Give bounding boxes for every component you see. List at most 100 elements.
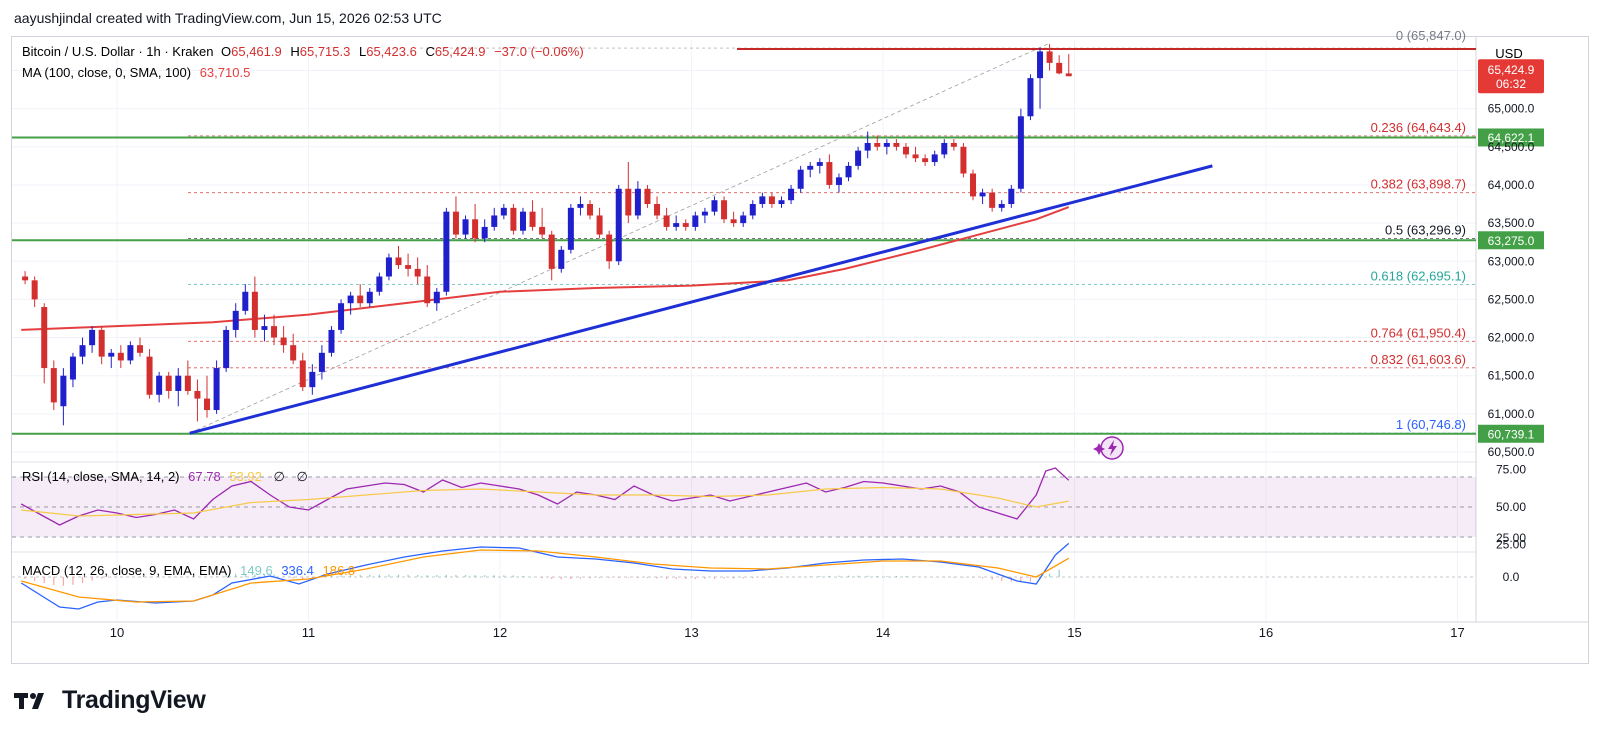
price-tick-label: 60,500.0 — [1488, 445, 1535, 459]
candle-body — [309, 371, 316, 388]
candle-body — [529, 211, 536, 227]
candle-body — [740, 215, 747, 224]
legend-close-label: C — [425, 44, 434, 59]
candle-body — [519, 211, 526, 231]
candle-body — [874, 142, 881, 147]
price-axis: 60,500.0 61,000.0 61,500.0 62,000.0 62,500.0… — [1478, 59, 1544, 584]
last-price-countdown: 06:32 — [1496, 77, 1526, 91]
support-price-tag — [1478, 128, 1544, 147]
candle-body — [864, 142, 871, 151]
candle-body — [721, 200, 728, 220]
candle-body — [644, 188, 651, 205]
candle-body — [376, 276, 383, 292]
candle-body — [165, 375, 172, 391]
candle-body — [443, 211, 450, 292]
candle-body — [941, 142, 948, 155]
candle-body — [462, 219, 469, 235]
price-tick-label: 61,000.0 — [1488, 407, 1535, 421]
legend-rsi-na1: ∅ — [273, 469, 284, 484]
candle-body — [261, 326, 268, 330]
lightning-icon[interactable] — [1093, 436, 1124, 460]
candle-body — [654, 204, 661, 216]
candle-body — [912, 154, 919, 159]
candle-body — [778, 200, 785, 205]
candle-body — [816, 162, 823, 166]
candle-body — [347, 295, 354, 304]
candle-body — [749, 204, 756, 216]
candle-body — [318, 352, 325, 372]
candle-body — [960, 146, 967, 174]
candle-body — [701, 211, 708, 216]
fib-level-label: 1 (60,746.8) — [1396, 417, 1466, 432]
time-tick-label: 15 — [1067, 625, 1081, 640]
candle-body — [970, 173, 977, 197]
candle-body — [663, 215, 670, 227]
candle-body — [290, 345, 297, 361]
trendline — [189, 164, 1213, 435]
candle-body — [950, 142, 957, 147]
legend-rsi-value: 67.78 — [188, 469, 221, 484]
candle-body — [1017, 116, 1024, 189]
candle-body — [673, 223, 680, 227]
macd-tick-label: 0.0 — [1503, 570, 1520, 584]
legend-rsi-sma: 53.92 — [229, 469, 262, 484]
fibonacci-levels: 0 (65,847.0) 0.236 (64,643.4) 0.382 (63,89… — [188, 28, 1476, 434]
price-tick-label: 61,500.0 — [1488, 369, 1535, 383]
chart-frame — [11, 36, 1589, 664]
candle-body — [606, 234, 613, 262]
candle-body — [79, 345, 86, 357]
candle-body — [807, 165, 814, 170]
support-price-label: 64,622.1 — [1488, 131, 1535, 145]
support-price-label: 63,275.0 — [1488, 234, 1535, 248]
candle-body — [539, 226, 546, 235]
moving-average — [21, 206, 1070, 331]
candle-body — [299, 360, 306, 388]
price-tick-label: 64,500.0 — [1488, 140, 1535, 154]
attribution-text: aayushjindal created with TradingView.co… — [14, 10, 442, 26]
legend-macd-line: 336.4 — [281, 563, 314, 578]
candle-body — [385, 257, 392, 277]
candle-body — [98, 329, 105, 357]
candle-body — [204, 398, 211, 411]
candle-body — [998, 204, 1005, 208]
time-tick-label: 17 — [1450, 625, 1464, 640]
candle-body — [472, 219, 479, 239]
candle-body — [41, 307, 48, 369]
candle-body — [280, 337, 287, 346]
candle-body — [31, 280, 38, 300]
macd-signal-line — [21, 549, 1070, 603]
candle-body — [452, 211, 459, 235]
candle-body — [883, 142, 890, 147]
legend-ma: MA (100, close, 0, SMA, 100) 63,710.5 — [22, 65, 250, 80]
currency-label[interactable]: USD — [1495, 46, 1522, 61]
tv-logo-icon — [14, 692, 44, 709]
candle-body — [788, 188, 795, 201]
candle-body — [558, 249, 565, 269]
candle-body — [60, 375, 67, 407]
candle-body — [577, 204, 584, 208]
candle-body — [615, 188, 622, 262]
legend-change: −37.0 (−0.06%) — [494, 44, 584, 59]
last-price-tag — [1478, 59, 1544, 94]
candle-body — [50, 368, 57, 403]
legend-low-label: L — [359, 44, 366, 59]
legend-rsi: RSI (14, close, SMA, 14, 2) 67.78 53.92 … — [22, 469, 308, 484]
price-tick-label: 63,000.0 — [1488, 254, 1535, 268]
ma-line — [21, 206, 1070, 331]
candle-body — [845, 165, 852, 178]
candle-body — [232, 310, 239, 330]
candle-body — [424, 276, 431, 304]
candle-body — [491, 215, 498, 227]
last-price-value: 65,424.9 — [1488, 63, 1535, 77]
candle-body — [366, 291, 373, 304]
macd-tick-label: 25.00 — [1496, 531, 1526, 545]
candle-body — [223, 329, 230, 369]
legend-macd-signal: 186.8 — [322, 563, 355, 578]
candles — [22, 44, 1072, 426]
candle-body — [1008, 188, 1015, 205]
candle-body — [587, 204, 594, 216]
candle-body — [251, 291, 258, 330]
tradingview-logo: TradingView — [14, 686, 206, 715]
support-price-tag — [1478, 231, 1544, 250]
